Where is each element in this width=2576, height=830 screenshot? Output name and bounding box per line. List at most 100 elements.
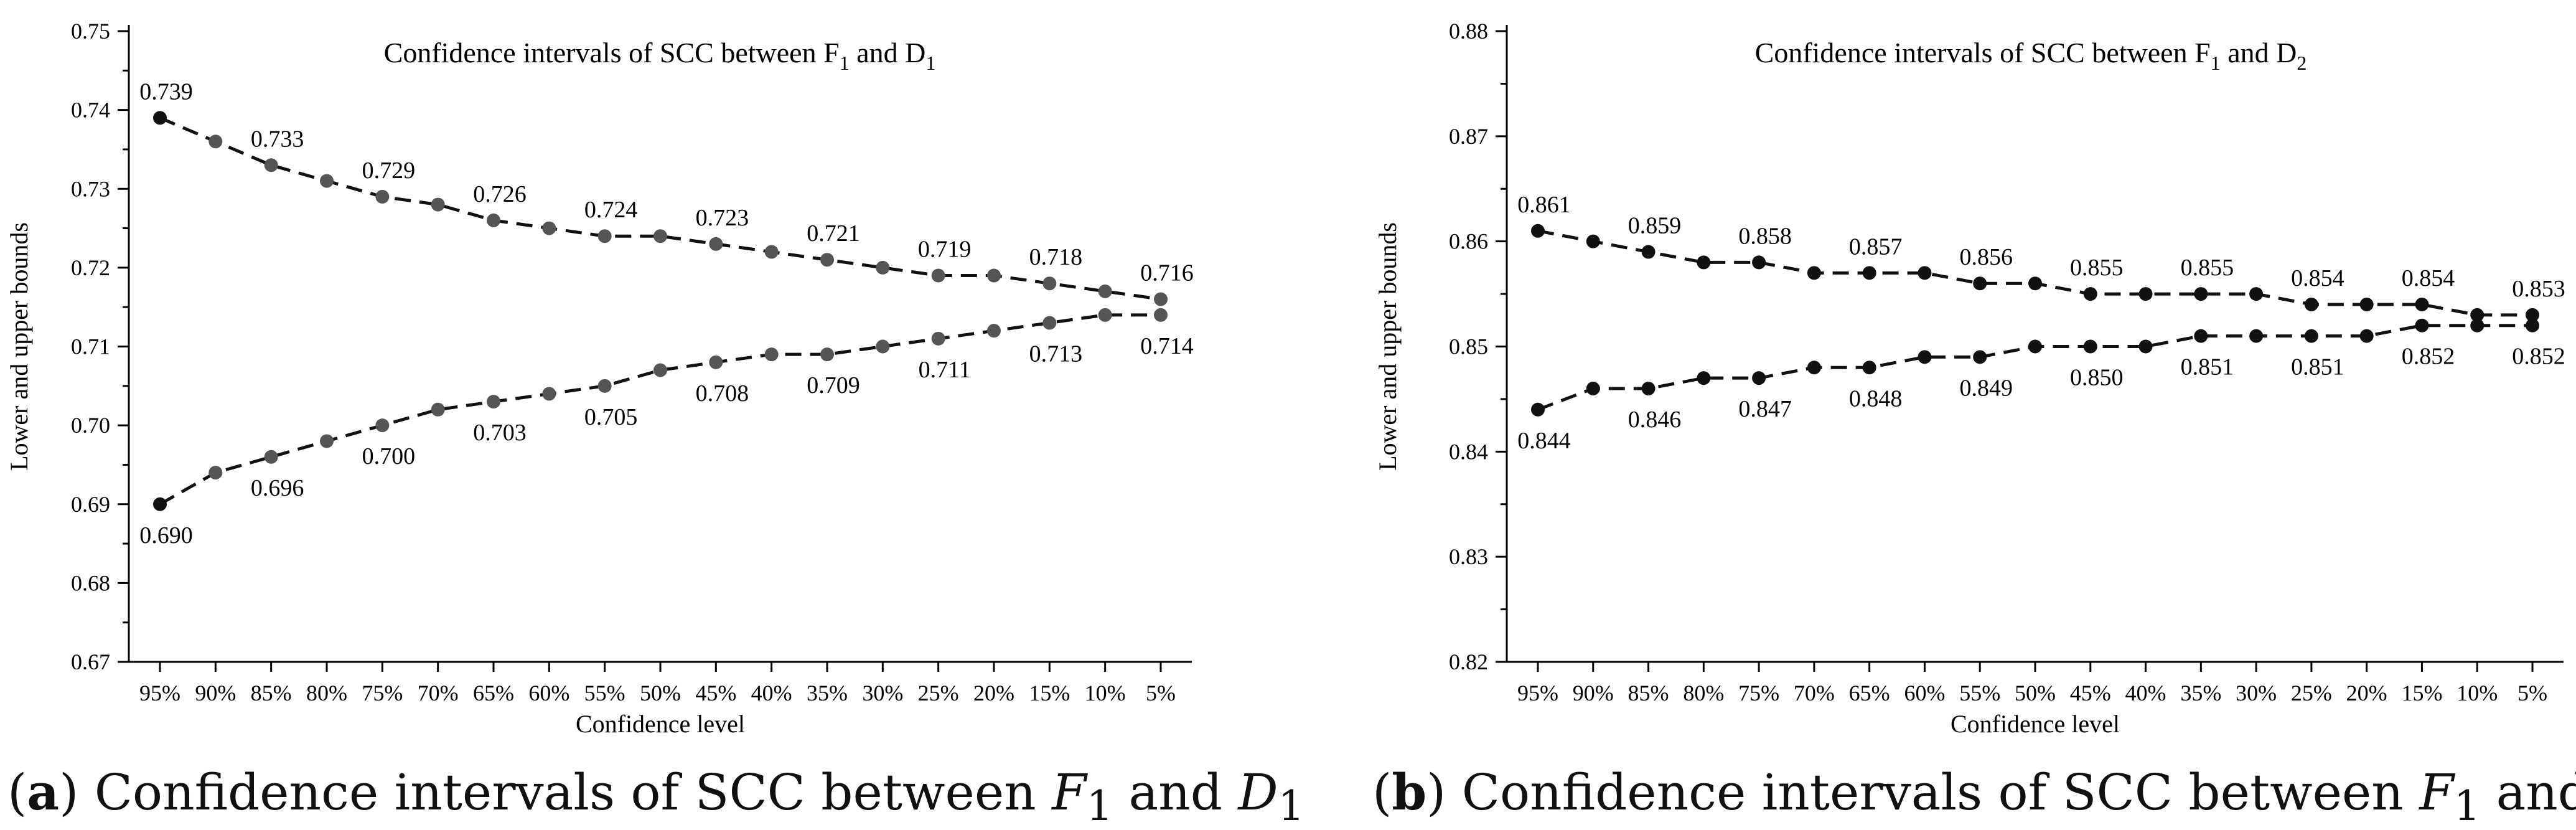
lower-bound-point <box>2470 318 2485 332</box>
upper-bound-point <box>2470 308 2485 322</box>
x-tick-label: 25% <box>2291 681 2332 705</box>
upper-bound-point <box>375 189 390 204</box>
upper-bound-data-label: 0.854 <box>2402 265 2455 291</box>
upper-bound-point <box>1752 255 1766 270</box>
x-tick-label: 85% <box>251 681 292 705</box>
lower-bound-data-label: 0.847 <box>1738 396 1792 422</box>
chart-title: Confidence intervals of SCC between F1 a… <box>1755 37 2307 74</box>
lower-bound-point <box>1807 361 1821 375</box>
lower-bound-point <box>1918 350 1932 364</box>
caption-a: (a) Confidence intervals of SCC between … <box>7 763 1304 830</box>
x-tick-label: 20% <box>2346 681 2387 705</box>
upper-bound-line <box>1537 229 2532 317</box>
x-tick-label: 85% <box>1628 681 1669 705</box>
lower-bound-point <box>653 363 667 377</box>
upper-bound-data-label: 0.855 <box>2070 255 2124 281</box>
upper-bound-point <box>542 221 556 235</box>
y-tick-label: 0.84 <box>1449 439 1488 464</box>
lower-bound-point <box>1862 361 1876 375</box>
x-axis-title: Confidence level <box>576 710 745 738</box>
upper-bound-point <box>764 245 779 259</box>
lower-bound-point <box>375 418 390 433</box>
lower-bound-data-label: 0.709 <box>807 372 860 398</box>
lower-bound-point <box>1586 382 1600 396</box>
lower-bound-point <box>1641 382 1656 396</box>
upper-bound-point <box>987 268 1001 283</box>
x-tick-label: 60% <box>528 681 569 705</box>
lower-bound-point <box>820 347 834 362</box>
x-tick-label: 75% <box>1738 681 1779 705</box>
y-tick-label: 0.70 <box>71 413 110 438</box>
x-tick-label: 60% <box>1904 681 1945 705</box>
upper-bound-data-label: 0.719 <box>918 237 972 263</box>
x-tick-label: 55% <box>1959 681 2000 705</box>
x-tick-label: 80% <box>306 681 347 705</box>
upper-bound-point <box>2526 308 2539 322</box>
lower-bound-data-label: 0.846 <box>1628 407 1682 433</box>
lower-bound-point <box>931 331 945 346</box>
upper-bound-point <box>320 174 334 188</box>
x-tick-label: 55% <box>584 681 625 705</box>
lower-bound-data-label: 0.844 <box>1517 428 1571 454</box>
lower-bound-data-label: 0.696 <box>251 475 304 501</box>
lower-bound-line <box>1537 324 2532 412</box>
lower-bound-point <box>597 379 612 393</box>
lower-bound-line <box>159 313 1161 506</box>
lower-bound-point <box>153 497 167 511</box>
upper-bound-point <box>1531 224 1545 238</box>
x-tick-label: 10% <box>2457 681 2498 705</box>
lower-bound-data-label: 0.700 <box>362 443 416 469</box>
upper-bound-data-label: 0.854 <box>2291 265 2344 291</box>
lower-bound-data-label: 0.711 <box>919 357 971 383</box>
chart-title-sub2: 2 <box>2297 52 2307 74</box>
y-tick-label: 0.67 <box>71 649 110 674</box>
chart-title-main: Confidence intervals of SCC between F <box>384 37 840 68</box>
lower-bound-point <box>320 434 334 448</box>
upper-bound-point <box>2415 297 2429 311</box>
upper-bound-point <box>264 158 278 172</box>
chart-title-main: Confidence intervals of SCC between F <box>1755 37 2211 68</box>
lower-bound-point <box>1154 308 1168 322</box>
upper-bound-point <box>1862 266 1876 280</box>
lower-bound-point <box>431 402 445 417</box>
y-tick-label: 0.71 <box>71 334 110 359</box>
upper-bound-data-label: 0.861 <box>1517 192 1571 218</box>
upper-bound-point <box>2249 287 2264 301</box>
x-tick-label: 15% <box>2401 681 2442 705</box>
lower-bound-data-label: 0.849 <box>1959 375 2013 401</box>
upper-bound-point <box>153 111 167 125</box>
y-tick-label: 0.88 <box>1449 19 1488 44</box>
lower-bound-data-label: 0.690 <box>139 522 193 549</box>
upper-bound-point <box>1697 255 1711 270</box>
lower-bound-point <box>2304 329 2318 343</box>
x-tick-label: 95% <box>1517 681 1558 705</box>
lower-bound-data-label: 0.708 <box>696 380 749 407</box>
panel-b: 0.82 0.83 0.84 0.85 0.86 0.87 0.88 95% 90% 85% 80%… <box>1350 0 2576 830</box>
upper-bound-data-label: 0.856 <box>1959 244 2013 270</box>
lower-bound-point <box>264 450 278 464</box>
upper-bound-data-label: 0.724 <box>584 197 638 223</box>
x-tick-label: 70% <box>418 681 459 705</box>
upper-bound-data-label: 0.723 <box>696 205 749 231</box>
x-tick-label: 45% <box>695 681 736 705</box>
panel-a: 0.67 0.68 0.69 0.70 0.71 0.72 0.73 0.74 0.75 95% 9… <box>0 0 1304 830</box>
lower-bound-data-label: 0.714 <box>1140 333 1194 359</box>
upper-bound-point <box>1586 234 1600 248</box>
lower-bound-point <box>2194 329 2208 343</box>
chart-title-sub1: 1 <box>2211 52 2221 74</box>
lower-bound-point <box>987 324 1001 338</box>
y-tick-label: 0.74 <box>71 98 110 123</box>
upper-bound-point <box>2028 276 2042 291</box>
chart-title-and: and D <box>850 37 926 68</box>
upper-bound-point <box>2138 287 2153 301</box>
x-tick-label: 35% <box>807 681 848 705</box>
chart-a: 0.67 0.68 0.69 0.70 0.71 0.72 0.73 0.74 0.75 95% 9… <box>5 19 1194 738</box>
upper-bound-point <box>820 253 834 267</box>
upper-bound-point <box>1807 266 1821 280</box>
lower-bound-point <box>1042 316 1057 330</box>
upper-bound-point <box>2083 287 2097 301</box>
y-tick-label: 0.82 <box>1449 649 1488 674</box>
x-tick-label: 15% <box>1029 681 1070 705</box>
upper-bound-point <box>1973 276 1987 291</box>
chart-title-sub1: 1 <box>840 52 850 74</box>
